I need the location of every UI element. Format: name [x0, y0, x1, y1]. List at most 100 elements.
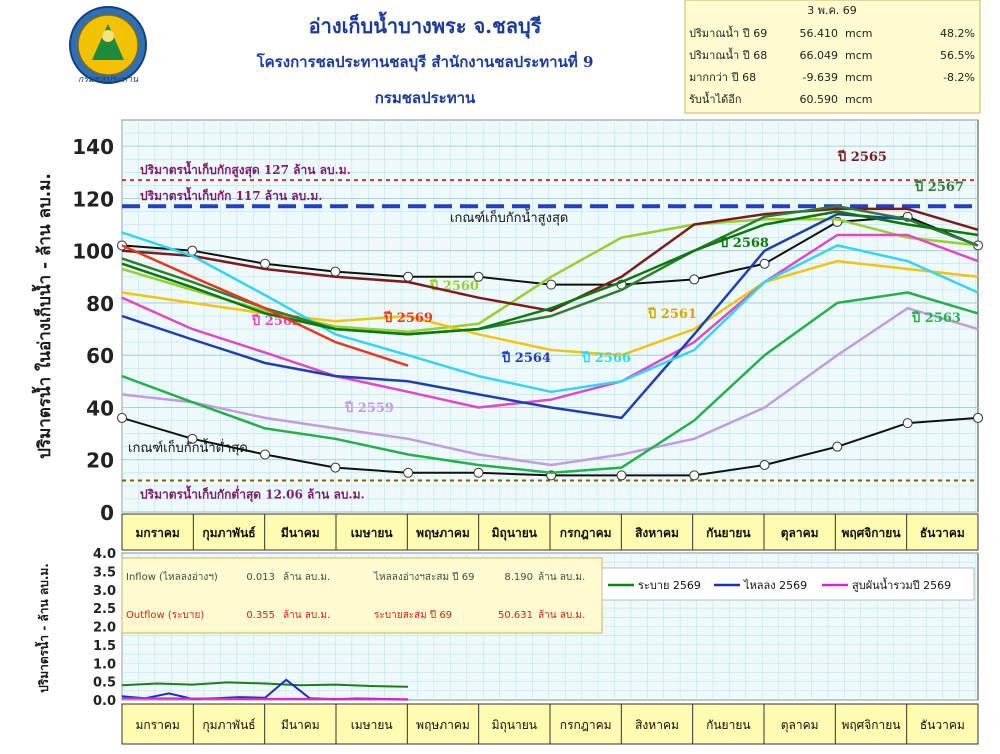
flow-legend-label: ระบาย 2569 — [638, 579, 701, 592]
rule-curve-point — [902, 418, 913, 429]
flow-y-axis-label: ปริมาตรน้ำ - ล้าน ลบ.ม. — [34, 563, 51, 693]
series-label: ปี 2566 — [581, 350, 631, 366]
summary-row-value: 66.049 — [800, 49, 839, 62]
rule-curve-point — [973, 412, 983, 423]
rule-curve-point — [473, 467, 484, 478]
summary-row-pct: 56.5% — [940, 49, 975, 62]
summary-row-label: ปริมาณน้ำ ปี 69 — [689, 25, 767, 40]
summary-row-unit: mcm — [845, 71, 872, 84]
flow-info-cum-label: ระบายสะสม ปี 69 — [374, 609, 452, 621]
month-label: กุมภาพันธ์ — [202, 526, 255, 541]
month-label: มิถุนายน — [492, 526, 538, 541]
flow-month-label: มกราคม — [136, 718, 180, 732]
flow-y-tick-label: 2.5 — [93, 602, 116, 617]
page-subtitle: โครงการชลประทานชลบุรี สำนักงานชลประทานที… — [256, 51, 594, 72]
rule-curve-point — [689, 470, 700, 481]
month-label: กันยายน — [706, 526, 751, 540]
month-label: มกราคม — [136, 526, 180, 540]
flow-y-tick-label: 4.0 — [93, 547, 116, 562]
flow-month-label: เมษายน — [351, 718, 393, 732]
flow-month-label: พฤษภาคม — [416, 718, 470, 732]
reference-line-label: ปริมาตรน้ำเก็บกักสูงสุด 127 ล้าน ลบ.ม. — [140, 160, 351, 178]
flow-legend-item: ไหลลง 2569 — [714, 579, 807, 592]
flow-month-label: กุมภาพันธ์ — [202, 718, 255, 733]
flow-info-cum-value: 8.190 — [504, 572, 533, 583]
y-tick-label: 120 — [72, 187, 114, 211]
rule-curve-point — [689, 274, 700, 285]
month-label: เมษายน — [351, 526, 394, 540]
series-label: ปี 2563 — [911, 310, 961, 326]
month-label: มีนาคม — [281, 526, 320, 540]
rule-curve-label: เกณฑ์เก็บกักน้ำสูงสุด — [450, 208, 568, 226]
flow-info-row: Inflow (ไหลลงอ่างฯ) 0.013 ล้าน ลบ.ม. ไหลลงอ… — [126, 571, 585, 583]
flow-legend-label: ไหลลง 2569 — [743, 579, 807, 592]
flow-series-line — [121, 681, 409, 688]
rule-curve-point — [546, 279, 557, 290]
summary-row-label: มากกว่า ปี 68 — [689, 71, 756, 84]
flow-y-tick-label: 0.5 — [93, 676, 116, 691]
summary-row: ปริมาณน้ำ ปี 68 66.049 mcm 56.5% — [689, 47, 975, 62]
flow-y-tick-label: 1.0 — [93, 657, 116, 672]
grid — [121, 119, 978, 513]
month-label: ธันวาคม — [920, 526, 965, 540]
rule-curve-point — [473, 271, 484, 282]
series-line: ปี 2562 — [121, 233, 979, 409]
org-name: กรมชลประทาน — [375, 89, 476, 107]
rule-curve-point — [330, 266, 341, 277]
reference-line-label: ปริมาตรน้ำเก็บกัก 117 ล้าน ลบ.ม. — [140, 186, 323, 203]
summary-row-label: ปริมาณน้ำ ปี 68 — [689, 47, 767, 62]
series-line: ปี 2569 — [121, 244, 433, 367]
summary-row-unit: mcm — [845, 27, 872, 40]
flow-info-label: Outflow (ระบาย) — [126, 610, 204, 621]
y-tick-label: 0 — [100, 501, 114, 525]
rule-curve-point — [759, 258, 770, 269]
flow-chart: 0.0 0.5 1.0 1.5 2.0 2.5 3.0 3.5 4.0 ปริมาตรน้ำ - … — [34, 547, 979, 745]
rule-curve — [117, 412, 983, 481]
main-chart: 0 20 40 60 80 100 120 140 ปริมาตรน้ำ ในอ่างเก็บน… — [31, 119, 983, 551]
flow-legend: ระบาย 2569 ไหลลง 2569 สูบผันน้ำรวมปี 2569 — [601, 567, 975, 601]
flow-info-cum-unit: ล้าน ลบ.ม. — [538, 571, 585, 583]
series-label: ปี 2567 — [914, 179, 964, 195]
flow-y-tick-label: 1.5 — [93, 639, 116, 654]
rule-curve-point — [330, 462, 341, 473]
flow-month-label: ธันวาคม — [920, 718, 965, 732]
series-label: ปี 2565 — [837, 149, 887, 165]
summary-date: 3 พ.ค. 69 — [807, 4, 857, 17]
rule-curve-point — [187, 433, 198, 444]
rule-curve-point — [616, 470, 627, 481]
flow-legend-item: ระบาย 2569 — [608, 579, 701, 592]
series-label: ปี 2561 — [647, 306, 697, 322]
series-label: ปี 2568 — [719, 235, 769, 251]
rule-curve-point — [403, 271, 414, 282]
flow-y-tick-label: 2.0 — [93, 621, 116, 636]
y-axis-label: ปริมาตรน้ำ ในอ่างเก็บน้ำ - ล้าน ลบ.ม. — [31, 173, 55, 459]
summary-row-unit: mcm — [845, 49, 872, 62]
flow-y-tick-label: 3.5 — [93, 565, 116, 580]
flow-legend-item: สูบผันน้ำรวมปี 2569 — [822, 577, 951, 592]
month-label: พฤษภาคม — [416, 526, 470, 540]
series-line: ปี 2565 — [121, 149, 979, 313]
rule-curve-label: เกณฑ์เก็บกักน้ำต่ำสุด — [128, 438, 248, 456]
flow-month-label: พฤศจิกายน — [841, 718, 900, 732]
flow-month-label: สิงหาคม — [635, 718, 679, 732]
flow-info-value: 0.013 — [246, 572, 275, 583]
summary-row: มากกว่า ปี 68 -9.639 mcm -8.2% — [689, 71, 975, 84]
rule-curve-point — [117, 412, 127, 423]
series-line: ปี 2568 — [121, 210, 979, 336]
summary-row-unit: mcm — [845, 93, 872, 106]
flow-legend-label: สูบผันน้ำรวมปี 2569 — [852, 577, 951, 592]
flow-info-cum-label: ไหลลงอ่างฯสะสม ปี 69 — [373, 571, 474, 583]
flow-info-label: Inflow (ไหลลงอ่างฯ) — [126, 571, 218, 583]
flow-y-tick-label: 0.0 — [93, 694, 116, 709]
reference-line: ปริมาตรน้ำเก็บกักต่ำสุด 12.06 ล้าน ลบ.ม. — [122, 479, 978, 502]
logo: กรมชลประทาน — [69, 6, 147, 85]
flow-month-label: กันยายน — [706, 718, 750, 732]
summary-row: รับน้ำได้อีก 60.590 mcm — [689, 91, 872, 106]
summary-row: ปริมาณน้ำ ปี 69 56.410 mcm 48.2% — [689, 25, 975, 40]
rule-curve-point — [403, 467, 414, 478]
summary-row-value: -9.639 — [803, 71, 838, 84]
logo-text: กรมชลประทาน — [78, 75, 139, 85]
y-tick-label: 60 — [86, 344, 114, 368]
summary-row-value: 56.410 — [800, 27, 839, 40]
